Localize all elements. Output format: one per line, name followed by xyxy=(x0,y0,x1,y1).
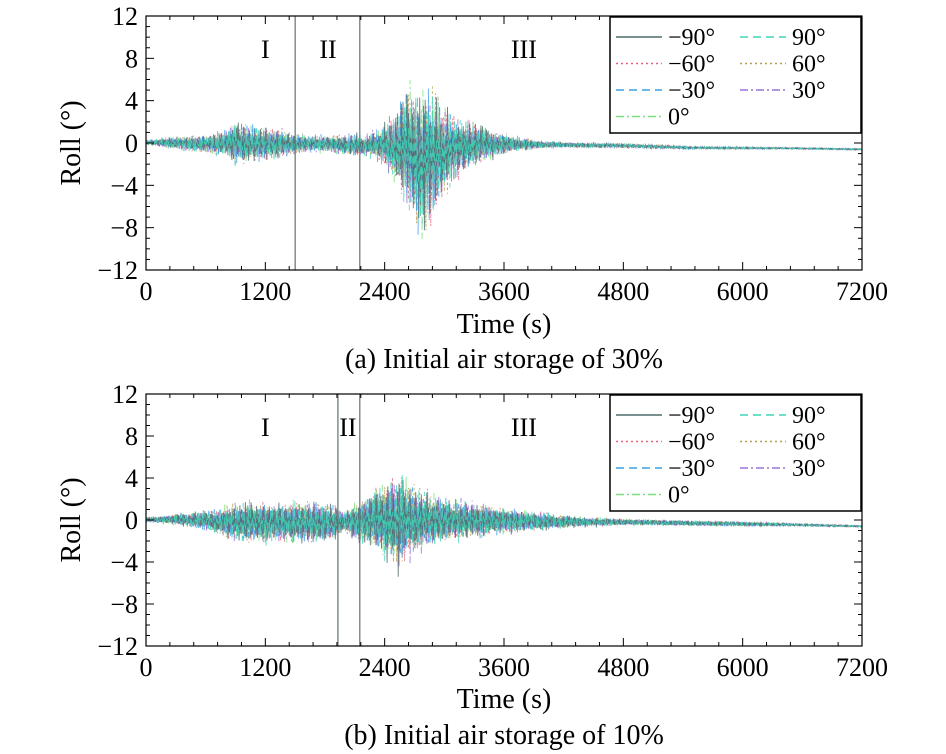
region-label: I xyxy=(261,35,270,64)
legend-label: −90° xyxy=(668,25,715,51)
region-label: I xyxy=(261,413,270,442)
y-tick-label: −8 xyxy=(110,214,138,243)
x-tick-label: 0 xyxy=(140,653,153,682)
y-tick-label: 12 xyxy=(112,380,138,409)
y-tick-label: 0 xyxy=(125,129,138,158)
legend-label: 60° xyxy=(792,430,826,456)
series-line-4 xyxy=(146,96,862,224)
x-tick-label: 4800 xyxy=(597,653,649,682)
x-tick-label: 3600 xyxy=(478,653,530,682)
series-line-4 xyxy=(146,474,862,562)
legend-label: −30° xyxy=(668,78,715,104)
data-traces xyxy=(146,474,862,577)
legend-label: −30° xyxy=(668,456,715,482)
y-tick-label: −4 xyxy=(110,171,138,200)
y-tick-label: −4 xyxy=(110,548,138,577)
x-tick-label: 1200 xyxy=(239,653,291,682)
x-tick-label: 6000 xyxy=(717,653,769,682)
series-line-2 xyxy=(146,487,862,558)
legend-label: 30° xyxy=(792,456,826,482)
y-tick-label: 0 xyxy=(125,506,138,535)
y-tick-label: −8 xyxy=(110,590,138,619)
y-tick-label: 4 xyxy=(125,87,138,116)
legend: −90°−60°−30°0° 90°60°30° xyxy=(609,394,862,512)
series-line-2 xyxy=(146,88,862,235)
x-tick-label: 3600 xyxy=(478,277,530,306)
legend-label: 0° xyxy=(668,483,690,509)
x-tick-label: 6000 xyxy=(717,277,769,306)
data-traces xyxy=(146,79,862,240)
x-tick-label: 0 xyxy=(140,277,153,306)
legend-label: 0° xyxy=(668,105,690,131)
series-line-3 xyxy=(146,476,862,556)
x-tick-label: 7200 xyxy=(836,277,888,306)
x-axis-title: Time (s) xyxy=(457,684,552,715)
series-line-1 xyxy=(146,477,862,565)
legend-label: 90° xyxy=(792,25,826,51)
x-tick-label: 1200 xyxy=(239,277,291,306)
y-tick-label: 8 xyxy=(125,422,138,451)
legend-label: −90° xyxy=(668,403,715,429)
y-tick-label: 4 xyxy=(125,464,138,493)
legend: −90°−60°−30°0° 90°60°30° xyxy=(609,16,862,134)
panel-caption: (b) Initial air storage of 10% xyxy=(344,720,664,751)
y-tick-label: 8 xyxy=(125,44,138,73)
x-tick-label: 2400 xyxy=(359,653,411,682)
legend-label: −60° xyxy=(668,52,715,78)
x-tick-label: 4800 xyxy=(597,277,649,306)
legend-label: −60° xyxy=(668,430,715,456)
y-axis-title: Roll (°) xyxy=(56,100,87,185)
legend-label: 60° xyxy=(792,52,826,78)
x-tick-label: 2400 xyxy=(359,277,411,306)
legend-label: 90° xyxy=(792,403,826,429)
y-tick-label: −12 xyxy=(97,256,138,285)
x-axis-title: Time (s) xyxy=(457,309,552,340)
x-tick-label: 7200 xyxy=(836,653,888,682)
panel-caption: (a) Initial air storage of 30% xyxy=(345,344,663,375)
region-label: II xyxy=(319,35,336,64)
y-tick-label: 12 xyxy=(112,2,138,31)
y-axis-title: Roll (°) xyxy=(56,477,87,562)
region-label: II xyxy=(339,413,356,442)
legend-label: 30° xyxy=(792,78,826,104)
region-label: III xyxy=(511,413,537,442)
y-tick-label: −12 xyxy=(97,632,138,661)
region-label: III xyxy=(511,35,537,64)
